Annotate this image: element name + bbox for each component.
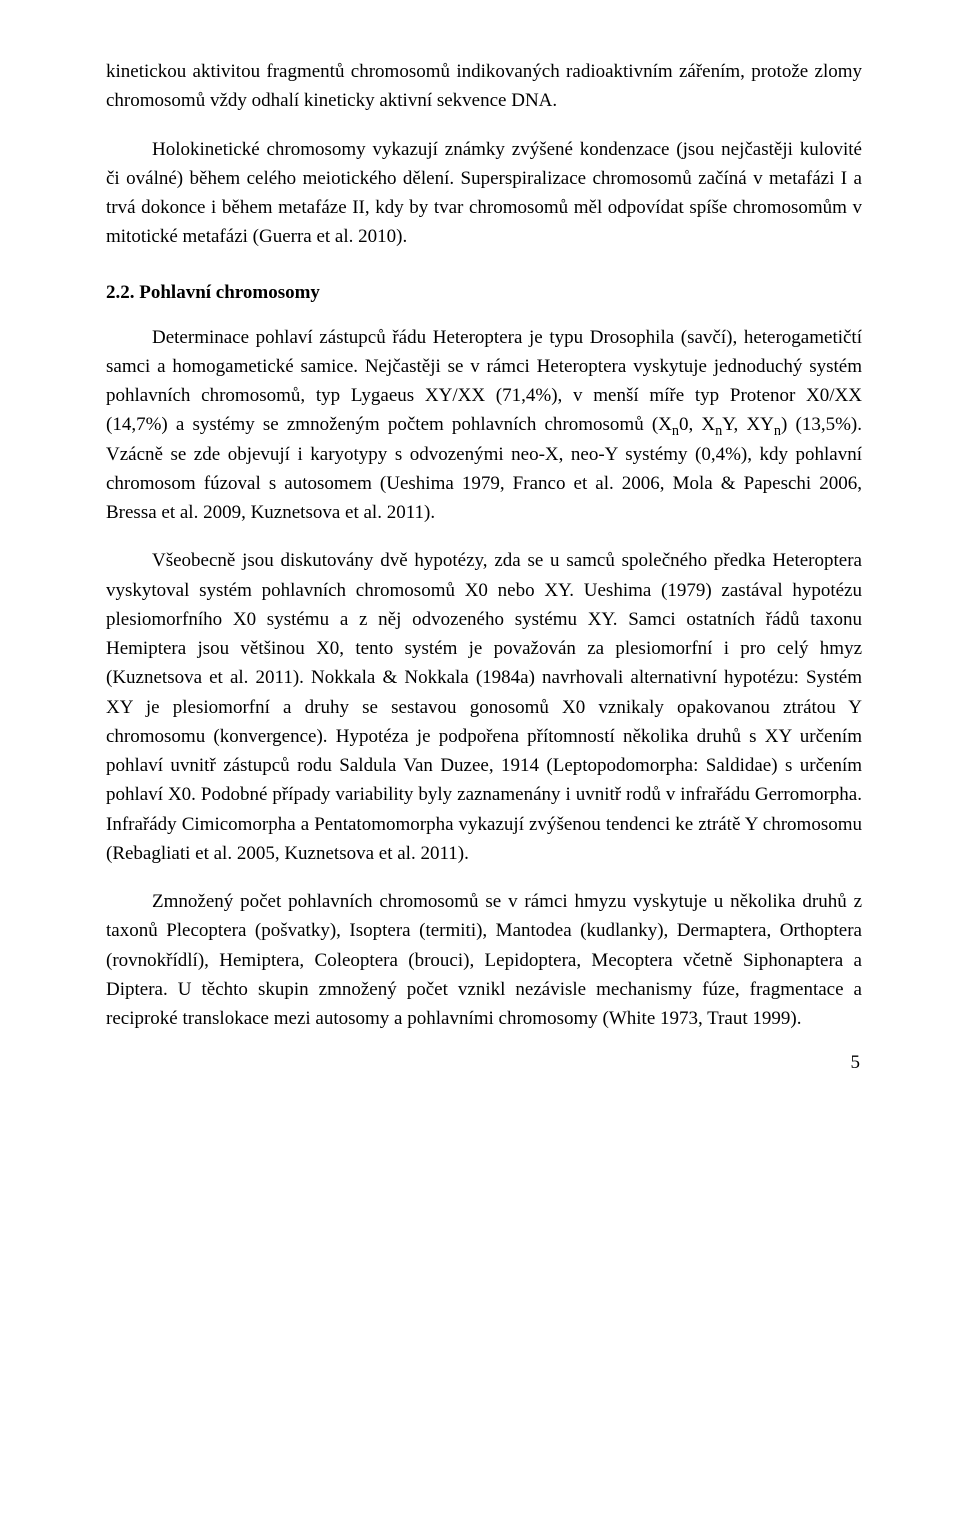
p1-text-b: 0, X: [679, 414, 715, 435]
section-body: Determinace pohlaví zástupců řádu Hetero…: [106, 323, 862, 1034]
intro-paragraph-1: kinetickou aktivitou fragmentů chromosom…: [106, 57, 862, 116]
section-paragraph-3: Zmnožený počet pohlavních chromosomů se …: [106, 887, 862, 1033]
section-paragraph-1: Determinace pohlaví zástupců řádu Hetero…: [106, 323, 862, 528]
section-paragraph-2: Všeobecně jsou diskutovány dvě hypotézy,…: [106, 546, 862, 868]
intro-paragraph-2: Holokinetické chromosomy vykazují známky…: [106, 135, 862, 252]
page-number: 5: [106, 1052, 862, 1074]
section-heading: 2.2. Pohlavní chromosomy: [106, 282, 862, 304]
subscript-n: n: [672, 423, 679, 439]
subscript-n: n: [774, 423, 781, 439]
intro-block: kinetickou aktivitou fragmentů chromosom…: [106, 57, 862, 252]
document-page: kinetickou aktivitou fragmentů chromosom…: [0, 0, 960, 1122]
p1-text-c: Y, XY: [722, 414, 774, 435]
